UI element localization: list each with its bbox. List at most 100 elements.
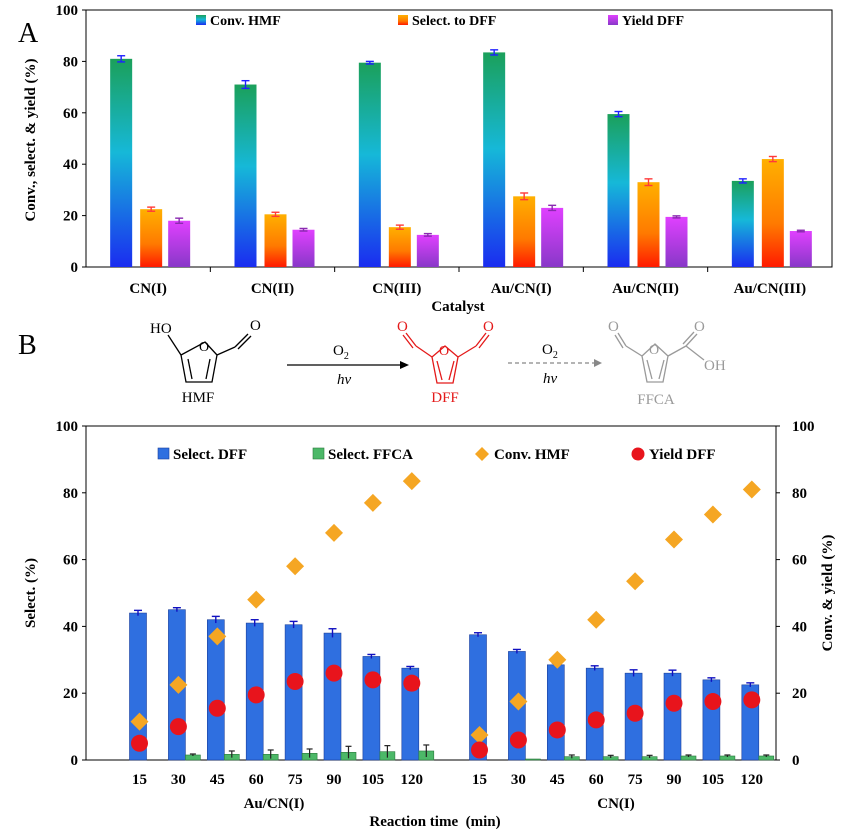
chart-b-x-tick-label: 90 xyxy=(667,772,682,788)
chart-b-y-axis-title: Select. (%) xyxy=(23,558,39,628)
chart-b-x-tick-label: 60 xyxy=(249,772,264,788)
chart-a-y-axis-title: Conv., select. & yield (%) xyxy=(23,59,39,222)
chart-b-legend-label: Select. DFF xyxy=(173,447,247,463)
chart-a-bar xyxy=(541,207,564,267)
chart-a-y-tick-label: 60 xyxy=(63,106,78,122)
chart-b-marker-yield xyxy=(131,734,148,752)
chart-a-bar xyxy=(761,159,784,267)
chart-b-markers xyxy=(130,472,761,759)
step2-reagent: O2 xyxy=(542,342,558,361)
chart-b-y2-tick-label: 100 xyxy=(792,419,815,435)
chart-a-y-axis: 0 20 40 60 80 100 xyxy=(56,3,86,276)
chart-a-legend-label: Select. to DFF xyxy=(412,14,496,29)
chart-b-bars xyxy=(129,606,775,761)
chart-b-x-tick-label: 120 xyxy=(401,772,424,788)
reaction-arrow-2-head xyxy=(594,359,602,367)
chart-b-marker-yield xyxy=(587,711,605,729)
chart-b-x-tick-label: 45 xyxy=(550,772,565,788)
ffca-ring-o: O xyxy=(649,343,659,358)
chart-b-bar-ffca xyxy=(525,758,541,761)
hmf-oh: HO xyxy=(150,321,172,337)
chart-b-bar-dff xyxy=(323,632,342,761)
chart-b-x-tick-label: 60 xyxy=(589,772,604,788)
chart-b-x-tick-label: 15 xyxy=(132,772,147,788)
chart-b-marker-conv xyxy=(402,472,421,491)
hmf-aldehyde-o: O xyxy=(250,318,261,334)
chart-b-marker-conv xyxy=(703,505,722,524)
chart-a: 0 20 40 60 80 100 CN(I) CN(II) CN(III) Au/CN(I) A… xyxy=(23,3,833,315)
chart-b-marker-yield xyxy=(509,731,527,749)
chart-b-marker-conv xyxy=(363,493,382,512)
dff-right-o: O xyxy=(483,319,494,335)
chart-a-legend-label: Yield DFF xyxy=(622,14,684,29)
chart-a-bar xyxy=(140,209,163,267)
chart-a-y-tick-label: 80 xyxy=(63,54,78,70)
chart-b-legend-swatch-ffca xyxy=(312,447,325,460)
chart-b-y-tick-label: 40 xyxy=(63,619,78,635)
chart-b-group-label: CN(I) xyxy=(597,796,635,812)
chart-b-marker-yield xyxy=(471,741,488,759)
chart-a-bar xyxy=(416,234,439,267)
chart-a-bar xyxy=(789,231,812,267)
chart-a-bars xyxy=(110,49,812,268)
reaction-arrow-1-head xyxy=(400,361,409,369)
chart-a-bar xyxy=(637,182,660,267)
chart-b-marker-conv xyxy=(325,523,343,542)
chart-b-marker-conv xyxy=(130,712,149,731)
chart-b-legend-swatch-dff xyxy=(157,447,170,460)
chart-b-legend-label: Select. FFCA xyxy=(328,447,413,463)
chart-a-bar xyxy=(513,196,536,267)
chart-a-bar xyxy=(483,52,506,267)
chart-b-y2-tick-label: 20 xyxy=(792,686,807,702)
chart-b-marker-conv xyxy=(742,480,761,499)
chart-b-marker-conv xyxy=(509,692,528,711)
chart-a-legend-swatch xyxy=(608,15,618,25)
chart-b-y-axis-right: 0 20 40 60 80 100 xyxy=(776,419,815,769)
dff-label: DFF xyxy=(431,390,459,406)
chart-a-x-tick-label: CN(I) xyxy=(129,281,167,297)
chart-a-y-tick-label: 100 xyxy=(56,3,79,19)
chart-b-marker-yield xyxy=(247,686,265,704)
chart-b-marker-yield xyxy=(665,694,683,712)
chart-a-y-tick-label: 0 xyxy=(71,260,79,276)
chart-b-marker-yield xyxy=(626,704,644,722)
chart-b: 0 20 40 60 80 100 0 20 40 60 80 100 15 30 45 60 75 90 10… xyxy=(23,419,836,830)
ffca-acid-o: O xyxy=(694,319,705,335)
chart-b-marker-yield xyxy=(325,664,343,682)
chart-b-marker-yield xyxy=(169,718,187,736)
chart-a-x-tick-label: Au/CN(II) xyxy=(612,281,679,297)
chart-b-bar-dff xyxy=(284,624,303,761)
chart-b-x-tick-label: 105 xyxy=(702,772,725,788)
chart-b-y2-tick-label: 40 xyxy=(792,619,807,635)
chart-b-x-tick-label: 120 xyxy=(741,772,764,788)
chart-b-bar-dff xyxy=(702,679,721,761)
chart-a-bar xyxy=(665,216,688,267)
chart-b-y-tick-label: 100 xyxy=(56,419,79,435)
chart-a-y-tick-label: 40 xyxy=(63,157,78,173)
chart-b-x-tick-label: 15 xyxy=(472,772,487,788)
ffca-structure xyxy=(614,331,705,383)
chart-b-legend: Select. DFF Select. FFCA Conv. HMF Yield DF… xyxy=(157,447,716,463)
chart-a-bar xyxy=(168,220,191,267)
chart-b-marker-conv xyxy=(587,610,606,629)
chart-a-plot-frame xyxy=(85,9,833,268)
chart-b-x-tick-label: 75 xyxy=(288,772,303,788)
chart-b-y2-tick-label: 0 xyxy=(792,753,800,769)
chart-a-x-tick-label: CN(III) xyxy=(372,281,421,297)
dff-ring-o: O xyxy=(439,344,449,359)
ffca-label: FFCA xyxy=(637,392,675,408)
hmf-ring-o: O xyxy=(199,340,209,355)
chart-a-bar xyxy=(292,229,315,267)
chart-b-marker-conv xyxy=(665,530,683,549)
chart-b-marker-yield xyxy=(704,693,722,711)
chart-a-bar xyxy=(388,227,411,267)
chart-b-bar-dff xyxy=(546,664,565,761)
panel-a-label: A xyxy=(18,18,39,49)
hmf-structure xyxy=(167,333,252,383)
chart-b-y2-tick-label: 60 xyxy=(792,553,807,569)
chart-b-legend-label: Conv. HMF xyxy=(494,447,570,463)
chart-b-y-tick-label: 60 xyxy=(63,553,78,569)
chart-b-x-tick-label: 30 xyxy=(171,772,186,788)
chart-a-x-tick-label: CN(II) xyxy=(251,281,294,297)
